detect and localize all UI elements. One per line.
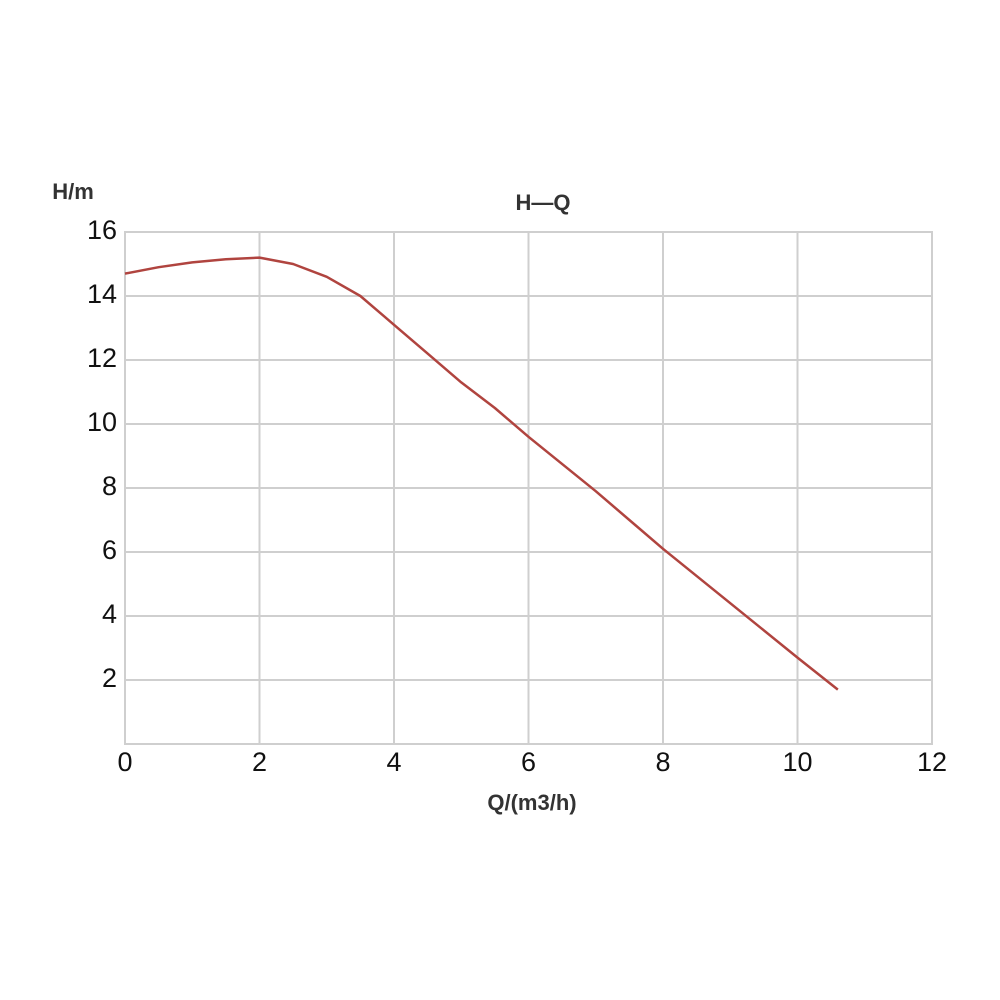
y-tick-label: 14 <box>87 279 117 309</box>
x-tick-label: 4 <box>386 747 401 777</box>
x-tick-label: 2 <box>252 747 267 777</box>
y-tick-label: 2 <box>102 663 117 693</box>
x-axis-label: Q/(m3/h) <box>487 790 576 815</box>
y-tick-label: 8 <box>102 471 117 501</box>
y-tick-label: 6 <box>102 535 117 565</box>
y-tick-label: 12 <box>87 343 117 373</box>
x-tick-label: 6 <box>521 747 536 777</box>
line-series <box>124 256 839 691</box>
x-tick-label: 10 <box>782 747 812 777</box>
chart-title: H—Q <box>516 190 571 215</box>
x-tick-label: 0 <box>117 747 132 777</box>
x-tick-label: 12 <box>917 747 947 777</box>
y-tick-label: 10 <box>87 407 117 437</box>
y-tick-label: 4 <box>102 599 117 629</box>
x-tick-label: 8 <box>655 747 670 777</box>
y-tick-label: 16 <box>87 215 117 245</box>
y-axis-label: H/m <box>52 179 94 204</box>
